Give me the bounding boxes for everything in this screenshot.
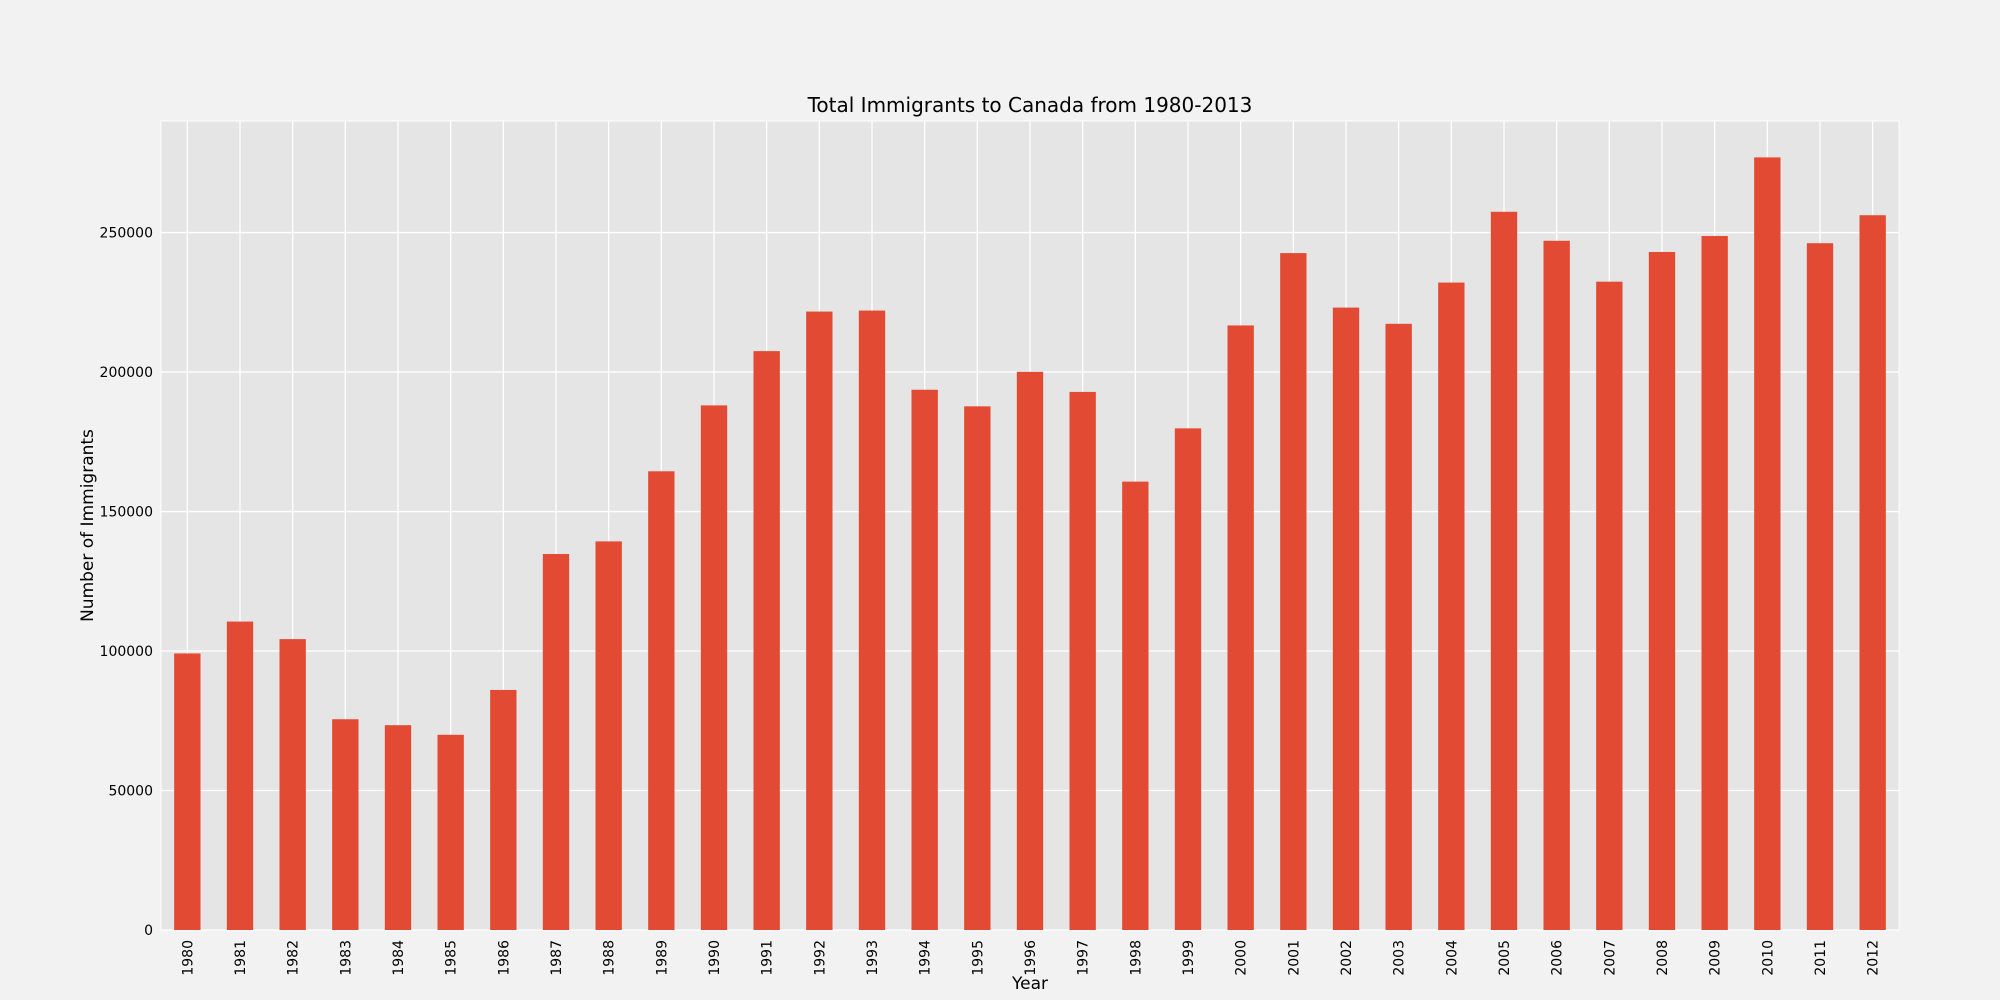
bar-2004 [1438,282,1465,930]
y-axis-title: Number of Immigrants [78,429,98,622]
bar-1983 [332,719,359,930]
bar-1981 [226,621,254,930]
bar-1989 [648,471,675,930]
bar-2006 [1543,240,1570,931]
bar-1984 [384,725,412,930]
x-tick-label: 1987 [549,940,565,976]
bar-2003 [1385,323,1412,931]
x-tick-label: 1985 [444,940,460,976]
bar-1997 [1069,391,1096,930]
x-tick-label: 1997 [1076,940,1092,976]
bar-2010 [1754,157,1781,931]
bar-1990 [700,405,728,931]
x-tick-label: 1989 [654,940,670,976]
bar-1985 [437,734,464,930]
x-tick-label: 1981 [233,940,249,976]
bar-2012 [1859,215,1886,930]
x-tick-label: 1992 [812,940,828,976]
x-tick-label: 2009 [1708,940,1724,976]
y-tick-label: 50000 [108,784,153,800]
x-tick-label: 1991 [760,940,776,976]
x-tick-label: 2007 [1602,940,1618,976]
bar-1998 [1122,481,1149,930]
x-tick-label: 1980 [180,940,196,976]
x-tick-label: 2011 [1813,940,1829,976]
chart-title: Total Immigrants to Canada from 1980-201… [807,93,1253,117]
bar-1996 [1016,371,1044,930]
x-tick-label: 1982 [286,940,302,976]
bar-1980 [174,653,201,930]
x-tick-label: 2012 [1866,940,1882,976]
x-tick-label: 1990 [707,940,723,976]
x-tick-label: 1988 [602,940,618,976]
bar-1991 [753,351,780,930]
bar-1986 [490,689,517,930]
x-tick-label: 1986 [496,940,512,976]
y-tick-label: 100000 [100,644,153,660]
y-tick-label: 0 [144,923,153,939]
x-axis-ticks: 1980 1981 1982 1983 1984 1985 1986 1987 1988 1989… [180,940,1881,976]
bar-1993 [858,310,886,931]
x-tick-label: 2001 [1286,940,1302,976]
bar-1987 [542,554,570,930]
x-tick-label: 2004 [1444,940,1460,976]
x-tick-label: 2010 [1760,940,1776,976]
bar-2002 [1332,307,1360,930]
bar-1992 [806,311,833,930]
x-tick-label: 2000 [1234,940,1250,976]
x-tick-label: 1984 [391,940,407,976]
y-tick-label: 200000 [100,365,153,381]
bar-1982 [279,639,306,930]
bar-2011 [1806,243,1834,931]
x-tick-label: 1996 [1023,940,1039,976]
y-tick-label: 250000 [100,226,153,242]
x-tick-label: 1999 [1181,940,1197,976]
y-tick-label: 150000 [100,505,153,521]
bar-2008 [1648,251,1676,931]
bar-2009 [1701,236,1728,930]
x-tick-label: 1994 [918,940,934,976]
y-axis-ticks: 0 50000 100000 150000 200000 250000 [100,226,153,939]
bar-2005 [1490,211,1518,930]
bar-1995 [964,406,991,930]
x-tick-label: 1998 [1128,940,1144,976]
x-tick-label: 1995 [970,940,986,976]
x-tick-label: 2006 [1550,940,1566,976]
x-tick-label: 2002 [1339,940,1355,976]
x-tick-label: 2003 [1392,940,1408,976]
x-tick-label: 2005 [1497,940,1513,976]
bar-2000 [1227,325,1254,930]
x-tick-label: 1983 [338,940,354,976]
x-axis-title: Year [1011,974,1048,994]
bar-1994 [911,389,938,930]
bar-2007 [1596,281,1623,931]
x-tick-label: 2008 [1655,940,1671,976]
x-tick-label: 1993 [865,940,881,976]
bars [174,157,1886,931]
bar-1988 [595,541,622,930]
bar-2001 [1280,253,1307,931]
bar-1999 [1174,428,1202,930]
